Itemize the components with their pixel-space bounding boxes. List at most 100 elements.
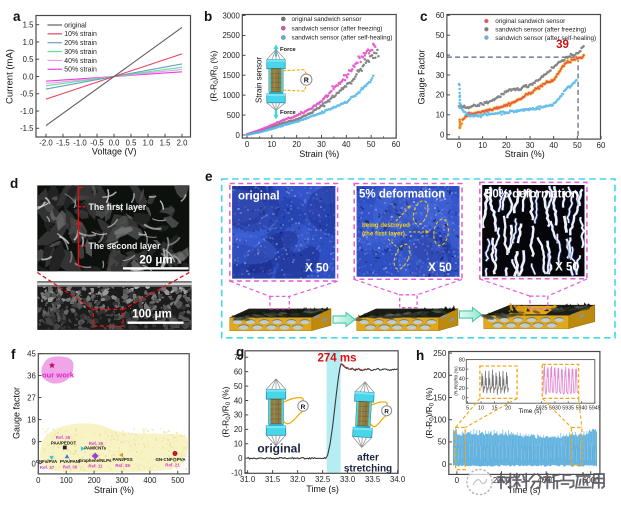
svg-text:R: R (301, 404, 306, 411)
svg-text:30% strain: 30% strain (64, 49, 97, 56)
svg-text:Ref. 38: Ref. 38 (115, 463, 130, 468)
svg-text:-10: -10 (231, 468, 243, 477)
svg-text:X 50: X 50 (555, 262, 579, 274)
svg-text:40: 40 (342, 140, 351, 149)
svg-text:original: original (238, 191, 280, 203)
svg-text:X 50: X 50 (428, 262, 452, 274)
svg-text:40: 40 (459, 377, 465, 383)
svg-text:30: 30 (234, 411, 243, 420)
svg-text:sandwich sensor (after freezin: sandwich sensor (after freezing) (495, 27, 586, 34)
svg-text:60: 60 (234, 367, 243, 376)
svg-text:60: 60 (459, 367, 465, 373)
svg-text:50: 50 (436, 31, 445, 40)
svg-text:274 ms: 274 ms (317, 353, 356, 365)
svg-text:-2.0: -2.0 (39, 139, 53, 148)
svg-text:100: 100 (60, 476, 74, 485)
svg-text:Time (s): Time (s) (508, 485, 541, 495)
svg-text:50: 50 (438, 438, 447, 447)
svg-text:Ref. 11: Ref. 11 (88, 463, 103, 468)
svg-text:100: 100 (433, 416, 447, 425)
svg-text:5925: 5925 (536, 406, 548, 412)
svg-text:50: 50 (573, 141, 582, 150)
svg-text:sandwich sensor (after self-he: sandwich sensor (after self-healing) (495, 35, 596, 42)
svg-text:5: 5 (466, 406, 469, 412)
svg-text:d: d (10, 176, 18, 191)
svg-text:500: 500 (227, 111, 241, 120)
svg-text:250: 250 (433, 349, 447, 358)
svg-text:32.0: 32.0 (290, 475, 306, 484)
svg-text:(R-R0)/R0 (%): (R-R0)/R0 (%) (424, 387, 435, 438)
svg-text:0: 0 (238, 454, 243, 463)
svg-text:33.0: 33.0 (340, 475, 356, 484)
svg-text:-1.0: -1.0 (73, 139, 87, 148)
svg-text:10: 10 (234, 440, 243, 449)
svg-text:10: 10 (478, 406, 484, 412)
svg-text:36: 36 (27, 371, 36, 380)
svg-text:10: 10 (436, 111, 445, 120)
svg-text:R: R (304, 78, 309, 85)
svg-text:X 50: X 50 (305, 263, 329, 275)
svg-text:200: 200 (88, 476, 102, 485)
svg-text:The second layer: The second layer (89, 241, 161, 251)
svg-text:1500: 1500 (222, 71, 240, 80)
svg-text:0.0: 0.0 (23, 72, 35, 81)
svg-text:a: a (13, 9, 21, 24)
svg-text:50: 50 (234, 382, 243, 391)
svg-text:0: 0 (440, 131, 445, 140)
svg-text:Ref. 36: Ref. 36 (63, 465, 78, 470)
svg-text:stretching: stretching (344, 464, 392, 475)
svg-text:20: 20 (436, 91, 445, 100)
svg-text:Graphene/NLPs: Graphene/NLPs (79, 458, 112, 463)
svg-text:(R-R0)/R0 (%): (R-R0)/R0 (%) (221, 386, 232, 437)
svg-text:1.5: 1.5 (160, 139, 172, 148)
svg-text:70: 70 (234, 353, 243, 362)
svg-text:GN-CNF@PVA: GN-CNF@PVA (155, 457, 186, 462)
svg-text:15: 15 (492, 406, 498, 412)
svg-text:PAA/PEDOT: PAA/PEDOT (51, 441, 77, 446)
svg-text:40% strain: 40% strain (64, 58, 97, 65)
svg-text:h: h (416, 348, 424, 363)
svg-text:60: 60 (597, 141, 606, 150)
svg-text:2000: 2000 (222, 51, 240, 60)
svg-text:Strain (%): Strain (%) (505, 149, 545, 159)
svg-text:Current (mA): Current (mA) (5, 49, 16, 104)
svg-text:0: 0 (235, 131, 240, 140)
svg-text:our work: our work (42, 371, 75, 380)
svg-text:30: 30 (436, 71, 445, 80)
svg-text:20: 20 (505, 406, 511, 412)
svg-text:after: after (357, 453, 379, 464)
svg-text:34.0: 34.0 (390, 475, 406, 484)
svg-text:Strain (%): Strain (%) (94, 485, 134, 495)
svg-text:3000: 3000 (222, 11, 240, 20)
svg-text:(R-R0)/R0 (%): (R-R0)/R0 (%) (454, 366, 459, 396)
svg-text:b: b (204, 9, 212, 24)
svg-text:20: 20 (234, 425, 243, 434)
svg-text:5% deformation: 5% deformation (359, 189, 445, 201)
svg-text:original: original (257, 442, 300, 456)
svg-text:-0.5: -0.5 (20, 90, 34, 99)
svg-text:Gauge factor: Gauge factor (12, 387, 22, 439)
svg-text:0: 0 (457, 141, 462, 150)
svg-text:9: 9 (31, 437, 35, 446)
svg-text:(the first layer): (the first layer) (362, 231, 405, 238)
svg-text:0: 0 (31, 459, 36, 468)
svg-text:0: 0 (455, 476, 460, 485)
svg-text:20: 20 (459, 386, 465, 392)
svg-text:sandwich sensor (after freezin: sandwich sensor (after freezing) (292, 25, 383, 32)
svg-text:c: c (420, 9, 428, 24)
svg-text:Ref. 35: Ref. 35 (56, 435, 71, 440)
svg-text:5935: 5935 (562, 406, 574, 412)
svg-text:10% strain: 10% strain (64, 31, 97, 38)
svg-text:Time (s): Time (s) (518, 408, 541, 415)
svg-text:-1.5: -1.5 (20, 124, 34, 133)
svg-text:0: 0 (36, 476, 41, 485)
svg-text:original sandwich sensor: original sandwich sensor (292, 16, 363, 23)
svg-text:5945: 5945 (589, 406, 601, 412)
svg-text:-1.5: -1.5 (56, 139, 70, 148)
svg-text:50% strain: 50% strain (64, 67, 97, 74)
svg-text:40: 40 (234, 396, 243, 405)
svg-text:0.5: 0.5 (126, 139, 138, 148)
svg-text:45: 45 (27, 349, 36, 358)
svg-text:-1.0: -1.0 (20, 107, 34, 116)
svg-text:being destroyed: being destroyed (362, 222, 410, 229)
